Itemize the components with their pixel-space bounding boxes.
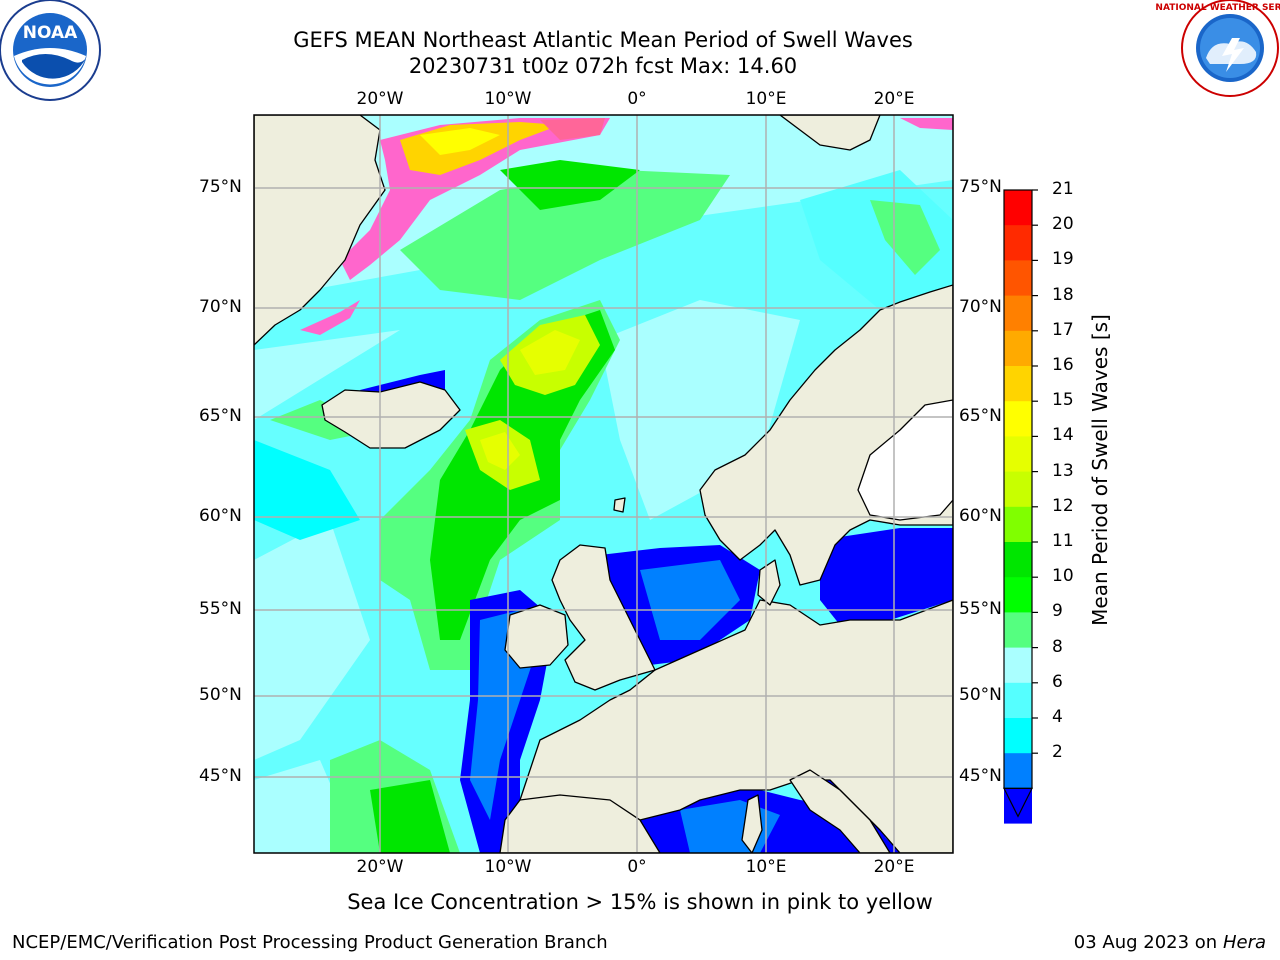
lon-label-top: 10°W (484, 89, 532, 109)
colorbar-segment (1004, 506, 1032, 543)
svalbard (779, 115, 881, 151)
footer-host: Hera (1222, 932, 1266, 953)
colorbar-segment (1004, 401, 1032, 437)
colorbar-tick-label: 11 (1052, 531, 1074, 551)
colorbar-segment (1004, 542, 1032, 578)
noaa-logo: NOAA (0, 0, 101, 101)
colorbar-tick-label: 14 (1052, 425, 1074, 446)
colorbar-tick-label: 12 (1052, 495, 1074, 516)
colorbar-tick-label: 20 (1052, 214, 1074, 235)
colorbar-segment (1004, 436, 1032, 473)
lat-label-right: 45°N (959, 766, 1002, 786)
colorbar-segment (1004, 225, 1032, 261)
colorbar-segment (1004, 330, 1032, 367)
colorbar-segment (1004, 718, 1032, 754)
lat-label-left: 75°N (199, 177, 242, 197)
lat-label-right: 70°N (959, 297, 1002, 317)
lon-label-top: 10°E (745, 89, 787, 109)
continental-europe (519, 599, 953, 853)
colorbar-segment (1004, 612, 1032, 649)
colorbar-title: Mean Period of Swell Waves [s] (1088, 314, 1112, 626)
colorbar-tick-label: 17 (1052, 319, 1074, 340)
lat-label-left: 60°N (199, 506, 242, 526)
colorbar-segment (1004, 647, 1032, 684)
logos: NOAA NATIONAL WEATHER SERVICE (0, 0, 1280, 101)
greenland (254, 115, 386, 346)
colorbar-segment (1004, 577, 1032, 613)
footer-date: 03 Aug 2023 on Hera (1074, 932, 1266, 953)
colorbar-tick-label: 6 (1052, 671, 1063, 692)
corsica-sardinia (741, 794, 763, 853)
lon-label-bottom: 0° (627, 857, 647, 877)
nws-logo: NATIONAL WEATHER SERVICE (1155, 0, 1280, 97)
colorbar-segment (1004, 295, 1032, 332)
colorbar-tick-label: 21 (1052, 179, 1074, 199)
iberia (499, 794, 661, 853)
lat-label-left: 65°N (199, 406, 242, 426)
lat-label-left: 70°N (199, 297, 242, 317)
noaa-logo-text: NOAA (23, 23, 78, 43)
faroe-islands (613, 497, 626, 513)
iceland (321, 381, 461, 449)
colorbar-segment (1004, 471, 1032, 508)
colorbar-segment (1004, 190, 1032, 226)
colorbar-outline (1003, 189, 1033, 790)
sea-ice (300, 118, 953, 335)
footer-date-text: 03 Aug 2023 on (1073, 932, 1218, 953)
colorbar-tick-label: 18 (1052, 284, 1074, 305)
colorbar-tick-label: 10 (1052, 566, 1074, 587)
lon-label-bottom: 10°W (484, 857, 532, 877)
footer-branch: NCEP/EMC/Verification Post Processing Pr… (12, 932, 608, 953)
colorbar-tick-label: 4 (1052, 707, 1063, 727)
lon-label-top: 20°E (873, 89, 915, 109)
map-title: GEFS MEAN Northeast Atlantic Mean Period… (293, 28, 913, 52)
colorbar-tick-label: 13 (1052, 460, 1074, 481)
colorbar (1003, 189, 1038, 824)
lat-label-left: 50°N (199, 685, 242, 705)
colorbar-tick-label: 2 (1052, 742, 1063, 763)
lon-label-bottom: 20°W (356, 857, 404, 877)
lat-label-left: 55°N (199, 599, 242, 619)
lon-label-top: 0° (627, 89, 647, 109)
graticule (254, 115, 953, 853)
lon-label-bottom: 20°E (873, 857, 915, 877)
lat-label-right: 55°N (959, 599, 1002, 619)
colorbar-tick-label: 19 (1052, 249, 1074, 270)
nws-logo-text: NATIONAL WEATHER SERVICE (1155, 3, 1280, 13)
lat-label-right: 50°N (959, 685, 1002, 705)
colorbar-segment (1004, 682, 1032, 719)
lat-label-right: 75°N (959, 177, 1002, 197)
colorbar-tick-label: 8 (1052, 636, 1063, 657)
colorbar-tick-label: 15 (1052, 390, 1074, 411)
colorbar-segment (1004, 753, 1032, 789)
lon-label-top: 20°W (356, 89, 404, 109)
denmark (757, 559, 781, 606)
lat-label-left: 45°N (199, 766, 242, 786)
map-subtitle: 20230731 t00z 072h fcst Max: 14.60 (408, 54, 798, 78)
colorbar-segment (1004, 260, 1032, 297)
lat-label-right: 60°N (959, 506, 1002, 526)
colorbar-tick-label: 16 (1052, 355, 1074, 375)
colorbar-segment (1004, 366, 1032, 402)
lon-label-bottom: 10°E (745, 857, 787, 877)
lat-label-right: 65°N (959, 406, 1002, 426)
colorbar-tick-label: 9 (1052, 601, 1063, 622)
land (254, 115, 953, 853)
map-frame (253, 114, 954, 854)
sea-ice-note: Sea Ice Concentration > 15% is shown in … (347, 890, 933, 914)
